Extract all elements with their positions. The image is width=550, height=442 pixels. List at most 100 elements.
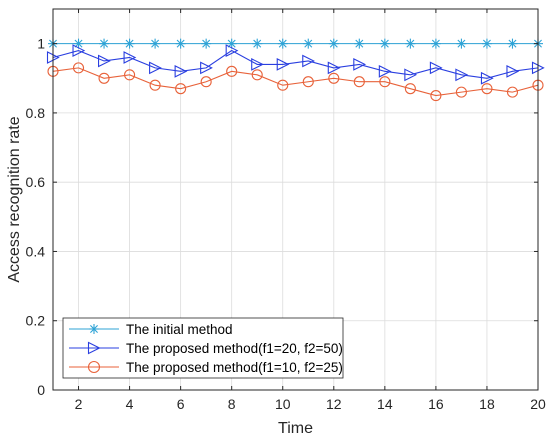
series-2-point xyxy=(480,71,494,85)
series-3-point xyxy=(277,79,289,91)
legend-label: The initial method xyxy=(126,322,233,337)
series-2-point xyxy=(506,64,520,78)
marker-stroke xyxy=(304,39,313,48)
series-3-point xyxy=(430,90,442,102)
series-1-point xyxy=(226,38,237,49)
y-tick-label: 0.2 xyxy=(26,313,46,329)
x-tick-label: 20 xyxy=(530,396,546,412)
y-tick-label: 0.6 xyxy=(26,174,46,190)
marker-stroke xyxy=(151,39,160,48)
series-2-point xyxy=(404,68,418,82)
legend-label: The proposed method(f1=10, f2=25) xyxy=(126,360,343,375)
series-1-point xyxy=(99,38,110,49)
series-3-point xyxy=(98,72,110,84)
legend-marker xyxy=(87,360,101,374)
y-tick-label: 0.8 xyxy=(26,105,46,121)
series-3-point xyxy=(72,62,85,74)
series-3-point xyxy=(226,65,238,77)
series-1-point xyxy=(456,38,467,49)
marker-stroke xyxy=(482,39,491,48)
marker-stroke xyxy=(90,325,98,333)
series-1-point xyxy=(252,38,263,49)
series-1-point xyxy=(379,38,390,49)
x-tick-label: 16 xyxy=(428,396,444,412)
series-3-point xyxy=(302,76,314,88)
series-2 xyxy=(46,44,545,85)
series-1-point xyxy=(303,38,314,49)
series-2-point xyxy=(200,61,213,75)
x-tick-label: 10 xyxy=(275,396,291,412)
ticks: 2 4 6 8 10 12 14 16 18 20 0 0.2 0.4 0.6 0.8 1 xyxy=(26,9,546,412)
series-2-point xyxy=(378,64,392,78)
series-3-point xyxy=(328,72,340,84)
series-2-point xyxy=(98,54,111,68)
series-1-point xyxy=(175,38,186,49)
series-1-point xyxy=(201,38,212,49)
y-tick-label: 1 xyxy=(37,36,45,52)
marker-stroke xyxy=(431,39,440,48)
series-1-point xyxy=(405,38,416,49)
series-2-point xyxy=(455,68,469,82)
series-3-point xyxy=(481,83,493,95)
marker-stroke xyxy=(100,39,109,48)
series-1-point xyxy=(328,38,339,49)
series-2-point xyxy=(302,54,315,68)
y-tick-label: 0.4 xyxy=(26,243,46,259)
series-2-point xyxy=(327,61,341,75)
x-tick-label: 18 xyxy=(479,396,495,412)
x-tick-label: 4 xyxy=(126,396,134,412)
legend: The initial method The proposed method(f1… xyxy=(62,317,344,379)
legend-label: The proposed method(f1=20, f2=50) xyxy=(126,341,343,356)
x-tick-label: 8 xyxy=(228,396,236,412)
series-2-point xyxy=(174,64,188,78)
series-1-point xyxy=(430,38,441,49)
series-2-point xyxy=(353,58,367,71)
series-1-point xyxy=(277,38,288,49)
series-3-point xyxy=(404,83,416,95)
marker-stroke xyxy=(253,39,262,48)
x-tick-label: 2 xyxy=(75,396,83,412)
marker-stroke xyxy=(380,39,389,48)
series-1-point xyxy=(481,38,492,49)
series-1 xyxy=(48,38,543,49)
series-3-point xyxy=(506,86,519,98)
marker-stroke xyxy=(406,39,415,48)
plot-border xyxy=(52,8,539,391)
series-1-point xyxy=(73,38,84,49)
series-1-point xyxy=(150,38,161,49)
series-1-point xyxy=(507,38,518,49)
series-3-point xyxy=(175,83,187,95)
series-2-point xyxy=(429,61,443,75)
x-tick-label: 12 xyxy=(326,396,342,412)
y-tick-label: 0 xyxy=(37,382,45,398)
series-2-point xyxy=(276,58,290,71)
series-3-point xyxy=(379,76,391,88)
x-axis-title: Time xyxy=(278,420,313,437)
series-3-point xyxy=(251,69,263,81)
series-2-line xyxy=(52,49,539,79)
marker-stroke xyxy=(202,39,211,48)
marker-stroke xyxy=(457,39,466,48)
series-1-point xyxy=(124,38,135,49)
marker-stroke xyxy=(355,39,364,48)
y-axis-title: Access recognition rate xyxy=(6,116,23,282)
series-1-point xyxy=(354,38,365,49)
series-2-point xyxy=(72,44,86,57)
x-tick-label: 14 xyxy=(377,396,393,412)
series-3-point xyxy=(149,79,161,91)
series-3-point xyxy=(353,76,365,88)
marker-stroke xyxy=(329,39,338,48)
series-2-point xyxy=(251,58,264,71)
marker-stroke xyxy=(176,39,185,48)
series-3-point xyxy=(124,69,136,81)
legend-marker xyxy=(89,324,99,334)
series-3-point xyxy=(455,86,467,98)
series-2-point xyxy=(225,44,239,57)
x-tick-label: 6 xyxy=(177,396,185,412)
series-2-point xyxy=(149,61,162,75)
legend-marker xyxy=(87,341,101,355)
series-3-point xyxy=(200,76,212,88)
marker-stroke xyxy=(278,39,287,48)
marker-stroke xyxy=(125,39,134,48)
